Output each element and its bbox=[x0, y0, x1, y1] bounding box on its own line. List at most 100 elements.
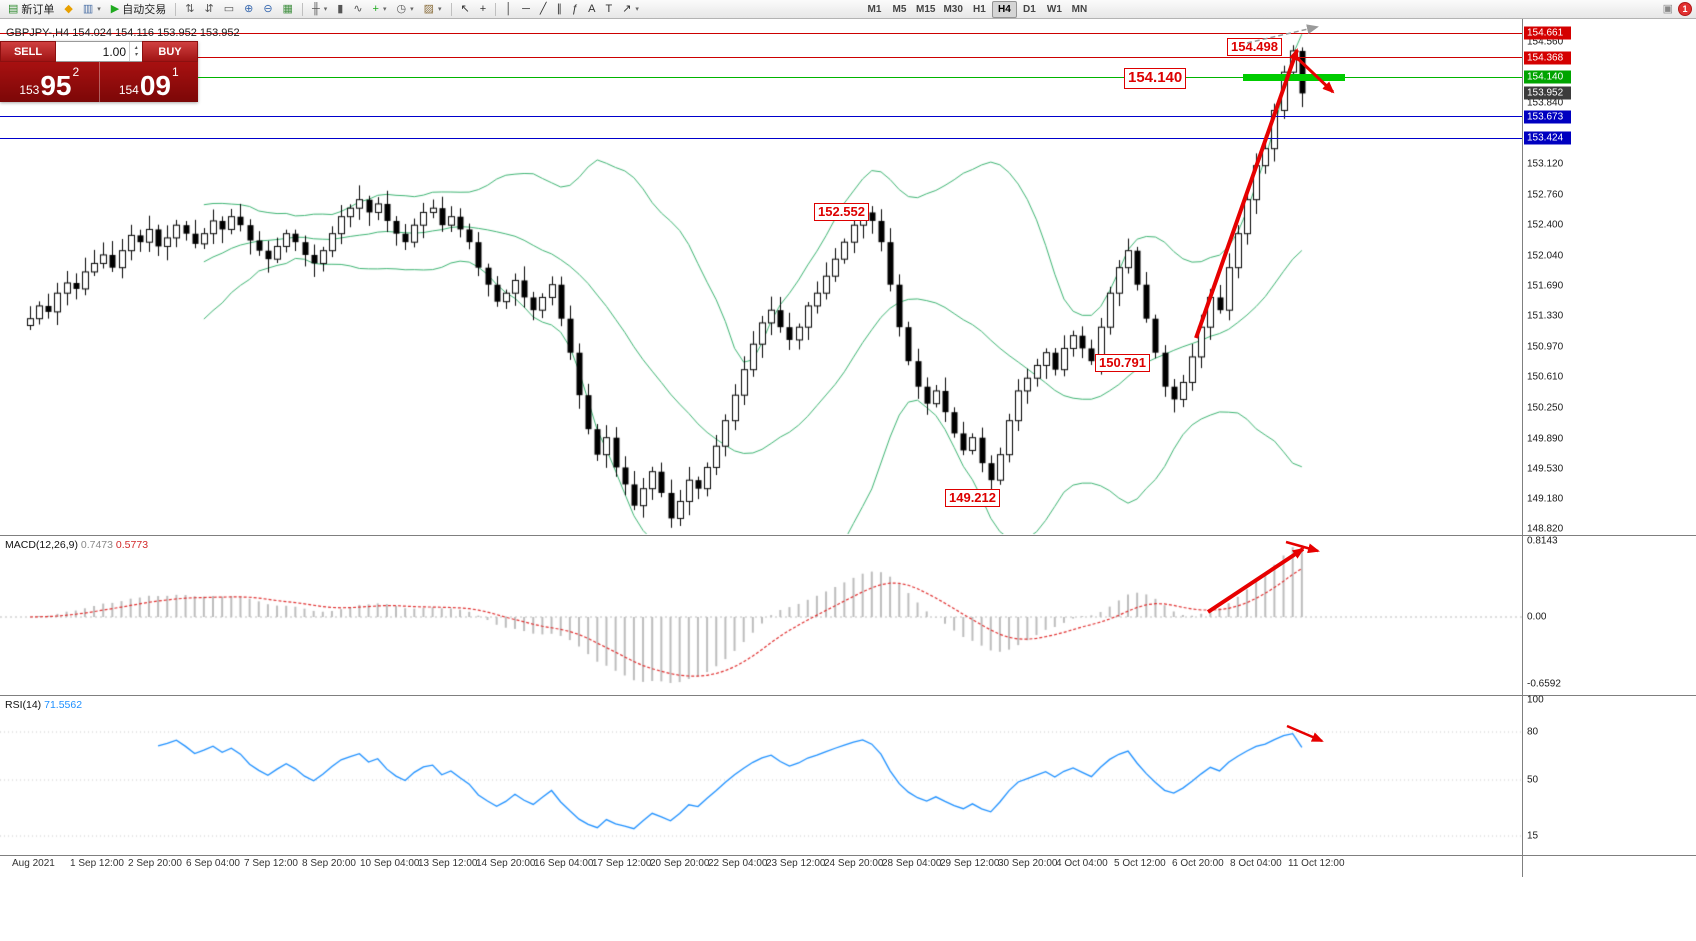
timeframe-d1[interactable]: D1 bbox=[1023, 4, 1036, 15]
toolbar-separator bbox=[495, 2, 497, 16]
period-icon[interactable]: ◷ ▾ bbox=[392, 1, 419, 18]
templates-icon[interactable]: ▨ ▾ bbox=[419, 1, 447, 18]
terminal-icon: ▭ bbox=[223, 2, 235, 15]
price-annotation[interactable]: 150.791 bbox=[1095, 354, 1150, 373]
resistance-line-154661[interactable] bbox=[0, 32, 1522, 34]
trendline-icon[interactable]: ╱ bbox=[535, 1, 552, 18]
timeframe-h4[interactable]: H4 bbox=[991, 1, 1017, 18]
label-icon: T bbox=[605, 2, 613, 15]
time-axis-label: 16 Sep 04:00 bbox=[534, 858, 594, 869]
price-annotation[interactable]: 154.498 bbox=[1227, 38, 1282, 57]
support-line-153673[interactable] bbox=[0, 116, 1522, 118]
vertical-line-icon[interactable]: │ bbox=[500, 1, 517, 18]
resistance-line-154368[interactable] bbox=[0, 57, 1522, 59]
new-chart-icon[interactable]: ▥ ▾ bbox=[78, 1, 106, 18]
candlestick-chart-icon[interactable]: ▮ bbox=[332, 1, 348, 18]
price-annotation[interactable]: 152.552 bbox=[814, 203, 869, 222]
support-bar-154140[interactable] bbox=[1243, 73, 1345, 81]
channel-icon[interactable]: ∥ bbox=[552, 1, 568, 18]
price-axis-label: 152.760 bbox=[1527, 189, 1564, 201]
one-click-trading-panel: SELL 1.00 ▴ ▾ BUY 153 95 2 154 09 1 bbox=[0, 41, 198, 102]
price-axis-label: 149.180 bbox=[1527, 493, 1564, 505]
sell-button[interactable]: SELL bbox=[0, 41, 56, 62]
toolbar-separator bbox=[450, 2, 452, 16]
community-icon[interactable]: ▣ bbox=[1662, 2, 1673, 15]
line-chart-icon: ∿ bbox=[353, 2, 363, 15]
sell-price[interactable]: 153 95 2 bbox=[0, 62, 100, 102]
panel-separator bbox=[0, 535, 1696, 536]
dropdown-caret-icon: ▾ bbox=[635, 6, 639, 13]
spinner-down-icon[interactable]: ▾ bbox=[134, 51, 138, 58]
toolbar: ▤ 新订单 ◆ ▥ ▾ ▶ 自动交易 ⇅ ⇵ ▭ ⊕ ⊖ ▦ ╫ ▾ ▮ ∿ + ▾ ◷ ▾ ▨ ▾ ↖ + │ ─ ╱ ∥ ƒ A T ↗ ▾ … bbox=[0, 0, 1696, 19]
period-icon: ◷ bbox=[396, 2, 407, 15]
rsi-axis-label: 50 bbox=[1527, 774, 1539, 786]
candlestick-chart-icon: ▮ bbox=[337, 2, 344, 15]
time-axis-label: 22 Sep 04:00 bbox=[708, 858, 768, 869]
volume-spinner[interactable]: ▴ ▾ bbox=[129, 42, 142, 61]
zoom-in-icon[interactable]: ⊕ bbox=[239, 1, 258, 18]
timeframe-m1[interactable]: M1 bbox=[867, 4, 882, 15]
rsi-name: RSI(14) bbox=[5, 699, 42, 711]
support-line-153424[interactable] bbox=[0, 137, 1522, 139]
time-axis-label: 7 Sep 12:00 bbox=[244, 858, 298, 869]
horizontal-line-icon[interactable]: ─ bbox=[517, 1, 535, 18]
cursor-icon[interactable]: ↖ bbox=[456, 1, 475, 18]
price-axis-label: 152.040 bbox=[1527, 250, 1564, 262]
volume-value[interactable]: 1.00 bbox=[102, 45, 126, 59]
data-window-icon[interactable]: ⇵ bbox=[199, 1, 218, 18]
time-axis-label: 10 Sep 04:00 bbox=[360, 858, 420, 869]
timeframe-m15[interactable]: M15 bbox=[916, 4, 936, 15]
time-axis-label: 6 Sep 04:00 bbox=[186, 858, 240, 869]
buy-button[interactable]: BUY bbox=[142, 41, 198, 62]
notification-badge[interactable]: 1 bbox=[1678, 2, 1692, 16]
templates-icon: ▨ bbox=[423, 2, 435, 15]
time-axis-label: 8 Oct 04:00 bbox=[1230, 858, 1282, 869]
price-axis-label: 154.560 bbox=[1527, 36, 1564, 48]
price-annotation[interactable]: 154.140 bbox=[1124, 68, 1187, 89]
autotrading-button-label: 自动交易 bbox=[122, 4, 167, 16]
new-order-icon: ▤ bbox=[8, 2, 19, 15]
time-axis-label: 28 Sep 04:00 bbox=[882, 858, 942, 869]
add-indicator-icon[interactable]: + ▾ bbox=[368, 1, 392, 18]
buy-price[interactable]: 154 09 1 bbox=[100, 62, 199, 102]
time-axis-label: 17 Sep 12:00 bbox=[592, 858, 652, 869]
zoom-out-icon[interactable]: ⊖ bbox=[258, 1, 277, 18]
tile-windows-icon[interactable]: ▦ bbox=[278, 1, 298, 18]
bar-chart-icon: ╫ bbox=[311, 2, 320, 15]
fibonacci-icon[interactable]: ƒ bbox=[567, 1, 583, 18]
market-watch-icon[interactable]: ⇅ bbox=[180, 1, 199, 18]
autotrading-button[interactable]: ▶ 自动交易 bbox=[106, 1, 171, 18]
crosshair-icon: + bbox=[479, 2, 487, 15]
label-icon[interactable]: T bbox=[600, 1, 617, 18]
bar-chart-icon[interactable]: ╫ ▾ bbox=[307, 1, 332, 18]
crosshair-icon[interactable]: + bbox=[475, 1, 491, 18]
line-chart-icon[interactable]: ∿ bbox=[348, 1, 367, 18]
terminal-icon[interactable]: ▭ bbox=[219, 1, 239, 18]
trendline-icon: ╱ bbox=[539, 2, 547, 15]
time-axis-label: 24 Sep 20:00 bbox=[824, 858, 884, 869]
price-axis-label: 150.610 bbox=[1527, 371, 1564, 383]
text-icon[interactable]: A bbox=[583, 1, 600, 18]
price-axis-tag: 153.673 bbox=[1524, 110, 1571, 124]
price-annotation[interactable]: 149.212 bbox=[945, 489, 1000, 508]
timeframe-m30[interactable]: M30 bbox=[943, 4, 963, 15]
data-window-icon: ⇵ bbox=[204, 2, 214, 15]
price-axis-label: 148.820 bbox=[1527, 523, 1564, 535]
level-line-154140[interactable] bbox=[0, 76, 1522, 78]
market-watch-icon: ⇅ bbox=[185, 2, 195, 15]
new-order-button[interactable]: ▤ 新订单 bbox=[3, 1, 59, 18]
new-chart-icon: ▥ bbox=[82, 2, 94, 15]
arrows-icon[interactable]: ↗ ▾ bbox=[617, 1, 644, 18]
timeframe-mn[interactable]: MN bbox=[1071, 4, 1088, 15]
buy-price-sup: 1 bbox=[172, 65, 179, 79]
volume-input[interactable]: 1.00 ▴ ▾ bbox=[56, 41, 142, 62]
timeframe-h1[interactable]: H1 bbox=[973, 4, 986, 15]
channel-icon: ∥ bbox=[556, 2, 563, 15]
metaquotes-icon[interactable]: ◆ bbox=[59, 1, 77, 18]
timeframe-m5[interactable]: M5 bbox=[892, 4, 907, 15]
spinner-up-icon[interactable]: ▴ bbox=[134, 44, 138, 51]
macd-axis-label: 0.8143 bbox=[1527, 535, 1558, 547]
timeframe-w1[interactable]: W1 bbox=[1046, 4, 1062, 15]
